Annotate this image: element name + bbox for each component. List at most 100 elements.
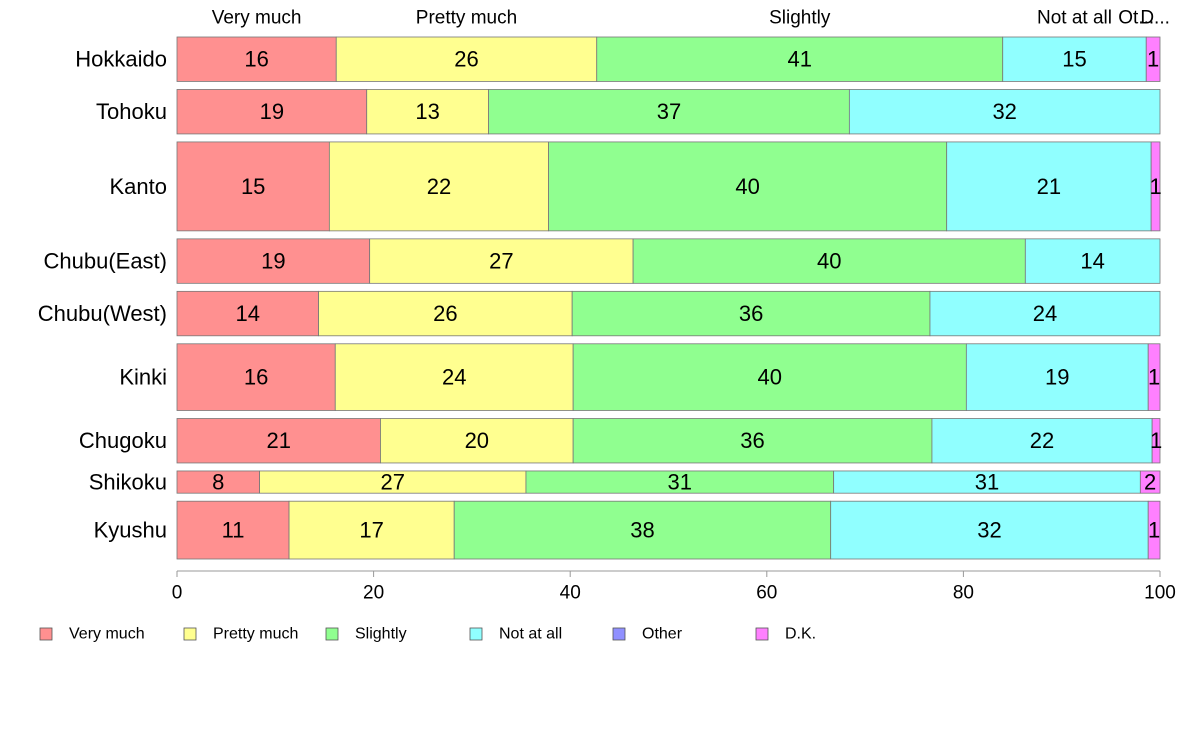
data-label-shikoku-slightly: 31 (668, 470, 692, 495)
data-label-kinki-not-at-all: 19 (1045, 365, 1069, 390)
data-label-kanto-slightly: 40 (735, 174, 759, 199)
bar-hokkaido-pretty-much (335, 36, 598, 82)
legend-swatch-very-much (39, 627, 53, 641)
legend-swatch-pretty-much (183, 627, 197, 641)
x-tick-label-20: 20 (363, 583, 384, 604)
data-label-kyushu-very-much: 11 (222, 518, 245, 543)
top-label-not-at-all: Not at all (1037, 8, 1112, 29)
data-label-tohoku-not-at-all: 32 (992, 99, 1016, 124)
bar-chubu-west-very-much (176, 290, 319, 337)
bar-kinki-pretty-much (334, 343, 574, 411)
row-labels: Hokkaido Tohoku Kanto Chubu(East) Chubu(West… (38, 47, 167, 543)
row-label-chubu-east: Chubu(East) (43, 249, 167, 274)
data-label-tohoku-very-much: 19 (260, 99, 284, 124)
legend-swatch-other (612, 627, 626, 641)
bar-kinki-very-much (176, 343, 336, 411)
legend-swatch-d-k (755, 627, 769, 641)
x-axis: 0 20 40 60 80 100 (172, 570, 1176, 604)
data-label-shikoku-very-much: 8 (212, 470, 224, 495)
data-label-hokkaido-pretty-much: 26 (454, 47, 478, 72)
bar-shikoku-d-k (1139, 470, 1161, 494)
bar-kinki-slightly (572, 343, 967, 411)
data-label-chubu-east-pretty-much: 27 (489, 249, 513, 274)
legend: Very much Pretty much Slightly Not at all Ot… (39, 626, 816, 643)
bars (176, 36, 1161, 560)
data-label-kyushu-d-k: 1 (1148, 518, 1160, 543)
data-label-kyushu-not-at-all: 32 (977, 518, 1001, 543)
legend-label-slightly: Slightly (355, 626, 407, 643)
data-label-chubu-west-pretty-much: 26 (433, 301, 457, 326)
bar-kanto-slightly (548, 141, 948, 232)
legend-label-pretty-much: Pretty much (213, 626, 298, 643)
row-label-shikoku: Shikoku (89, 470, 167, 495)
bar-kanto-d-k (1150, 141, 1161, 232)
bar-tohoku-very-much (176, 89, 368, 135)
bar-chugoku-d-k (1151, 418, 1161, 464)
data-label-hokkaido-d-k: 1 (1147, 47, 1159, 72)
data-label-kyushu-slightly: 38 (630, 518, 654, 543)
data-label-kinki-d-k: 1 (1148, 365, 1160, 390)
top-label-d-k: D... (1140, 8, 1170, 29)
data-label-kinki-slightly: 40 (758, 365, 782, 390)
data-label-chugoku-slightly: 36 (740, 428, 764, 453)
bar-tohoku-pretty-much (366, 89, 490, 135)
data-label-shikoku-pretty-much: 27 (381, 470, 405, 495)
x-tick-label-100: 100 (1144, 583, 1176, 604)
x-tick-label-80: 80 (953, 583, 974, 604)
data-label-kanto-d-k: 1 (1149, 174, 1161, 199)
data-label-hokkaido-very-much: 16 (244, 47, 268, 72)
bar-chugoku-pretty-much (380, 418, 574, 464)
row-label-chubu-west: Chubu(West) (38, 301, 167, 326)
bar-chugoku-very-much (176, 418, 381, 464)
bar-chubu-east-slightly (632, 238, 1026, 284)
bar-kyushu-very-much (176, 500, 290, 560)
data-label-chubu-west-not-at-all: 24 (1033, 301, 1057, 326)
data-label-kanto-not-at-all: 21 (1037, 174, 1061, 199)
data-label-kinki-pretty-much: 24 (442, 365, 466, 390)
bar-kanto-very-much (176, 141, 330, 232)
data-label-shikoku-d-k: 2 (1144, 470, 1156, 495)
row-label-chugoku: Chugoku (79, 428, 167, 453)
data-label-hokkaido-not-at-all: 15 (1062, 47, 1086, 72)
legend-swatch-not-at-all (469, 627, 483, 641)
data-label-kinki-very-much: 16 (244, 365, 268, 390)
row-label-tohoku: Tohoku (96, 99, 167, 124)
legend-label-d-k: D.K. (785, 626, 816, 643)
x-tick-label-0: 0 (172, 583, 183, 604)
data-label-shikoku-not-at-all: 31 (975, 470, 999, 495)
data-label-chubu-east-slightly: 40 (817, 249, 841, 274)
bar-chubu-east-very-much (176, 238, 371, 284)
data-label-chugoku-not-at-all: 22 (1030, 428, 1054, 453)
row-label-kinki: Kinki (119, 365, 167, 390)
data-label-chugoku-d-k: 1 (1150, 428, 1162, 453)
data-label-chubu-east-not-at-all: 14 (1080, 249, 1104, 274)
legend-label-other: Other (642, 626, 683, 643)
data-label-kanto-very-much: 15 (241, 174, 265, 199)
bar-kyushu-d-k (1147, 500, 1161, 560)
data-label-hokkaido-slightly: 41 (787, 47, 811, 72)
data-label-kyushu-pretty-much: 17 (359, 518, 383, 543)
row-label-hokkaido: Hokkaido (75, 47, 167, 72)
data-label-tohoku-pretty-much: 13 (415, 99, 439, 124)
x-tick-label-40: 40 (560, 583, 581, 604)
bar-chubu-west-not-at-all (929, 290, 1161, 337)
bar-chugoku-slightly (572, 418, 933, 464)
bar-kanto-not-at-all (946, 141, 1152, 232)
bar-chubu-west-slightly (571, 290, 931, 337)
top-category-labels: Very much Pretty much Slightly Not at all Ot… (212, 8, 1170, 29)
row-label-kyushu: Kyushu (94, 518, 167, 543)
x-tick-label-60: 60 (756, 583, 777, 604)
top-label-slightly: Slightly (769, 8, 831, 29)
top-label-pretty-much: Pretty much (416, 8, 517, 29)
legend-label-very-much: Very much (69, 626, 145, 643)
bar-chubu-east-not-at-all (1024, 238, 1161, 284)
bar-kyushu-not-at-all (830, 500, 1149, 560)
bar-chugoku-not-at-all (931, 418, 1153, 464)
data-label-kanto-pretty-much: 22 (427, 174, 451, 199)
bar-kinki-d-k (1147, 343, 1161, 411)
bar-tohoku-not-at-all (848, 89, 1161, 135)
data-label-chugoku-very-much: 21 (266, 428, 290, 453)
top-label-very-much: Very much (212, 8, 302, 29)
